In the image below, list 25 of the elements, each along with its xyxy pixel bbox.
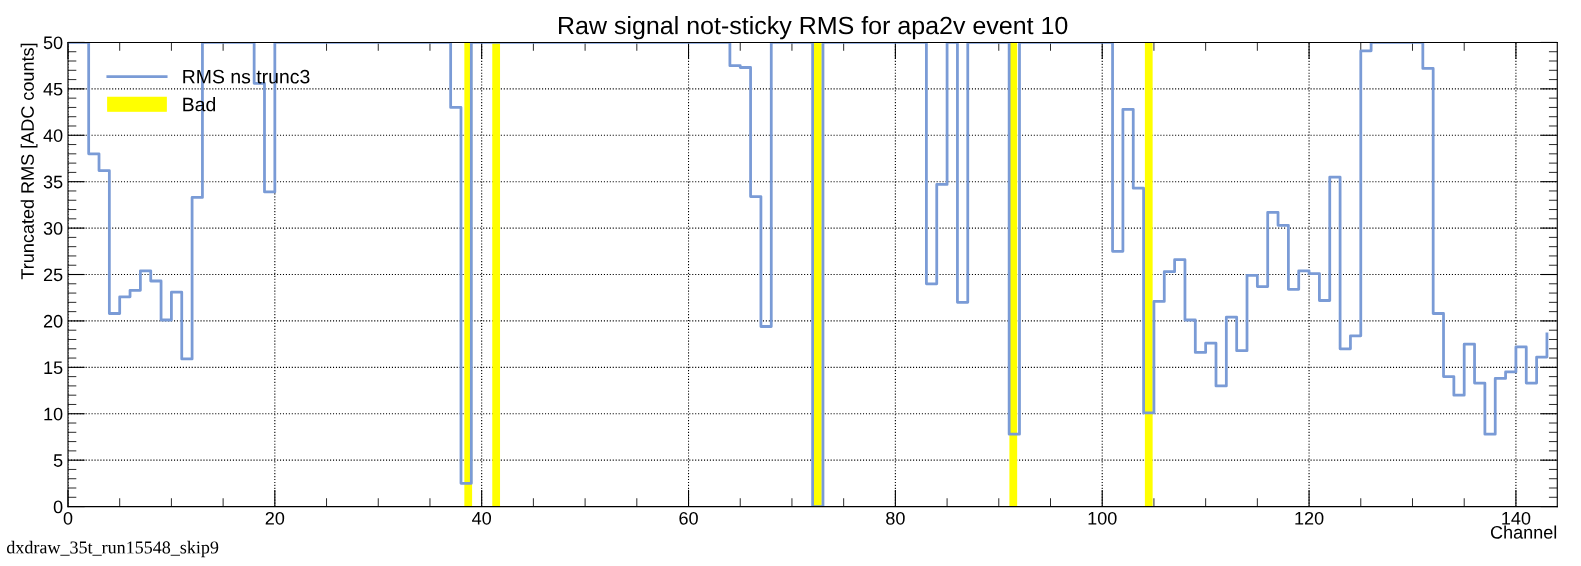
y-axis-title: Truncated RMS [ADC counts] [20,43,38,280]
text: dxdraw_35t_run15548_skip9 [6,540,219,558]
x-tick-label: 100 [1088,511,1117,525]
legend-label: RMS ns trunc3 [183,69,310,84]
x-tick-label: 120 [1295,511,1324,525]
x-axis-title: Channel [1490,525,1557,539]
y-tick-label: 20 [43,314,63,328]
x-tick-label: 140 [1502,511,1531,525]
y-tick-label: 25 [43,268,63,282]
y-tick-label: 35 [43,175,63,189]
y-tick-label: 15 [44,361,63,375]
x-tick-label: 80 [886,511,905,525]
legend-label: Bad [183,97,216,112]
y-tick-label: 5 [53,454,63,467]
y-tick-label: 50 [43,36,63,50]
x-tick-label: 60 [679,511,698,525]
x-tick-label: 20 [265,511,285,525]
x-tick-label: 0 [63,511,73,525]
y-tick-label: 30 [43,222,63,235]
y-tick-label: 0 [53,500,63,514]
chart-title: Raw signal not-sticky RMS for apa2v event 10 [559,16,1068,40]
y-tick-label: 10 [44,407,63,421]
y-tick-label: 40 [43,129,63,142]
y-tick-label: 45 [43,82,63,96]
x-tick-label: 40 [472,511,492,525]
